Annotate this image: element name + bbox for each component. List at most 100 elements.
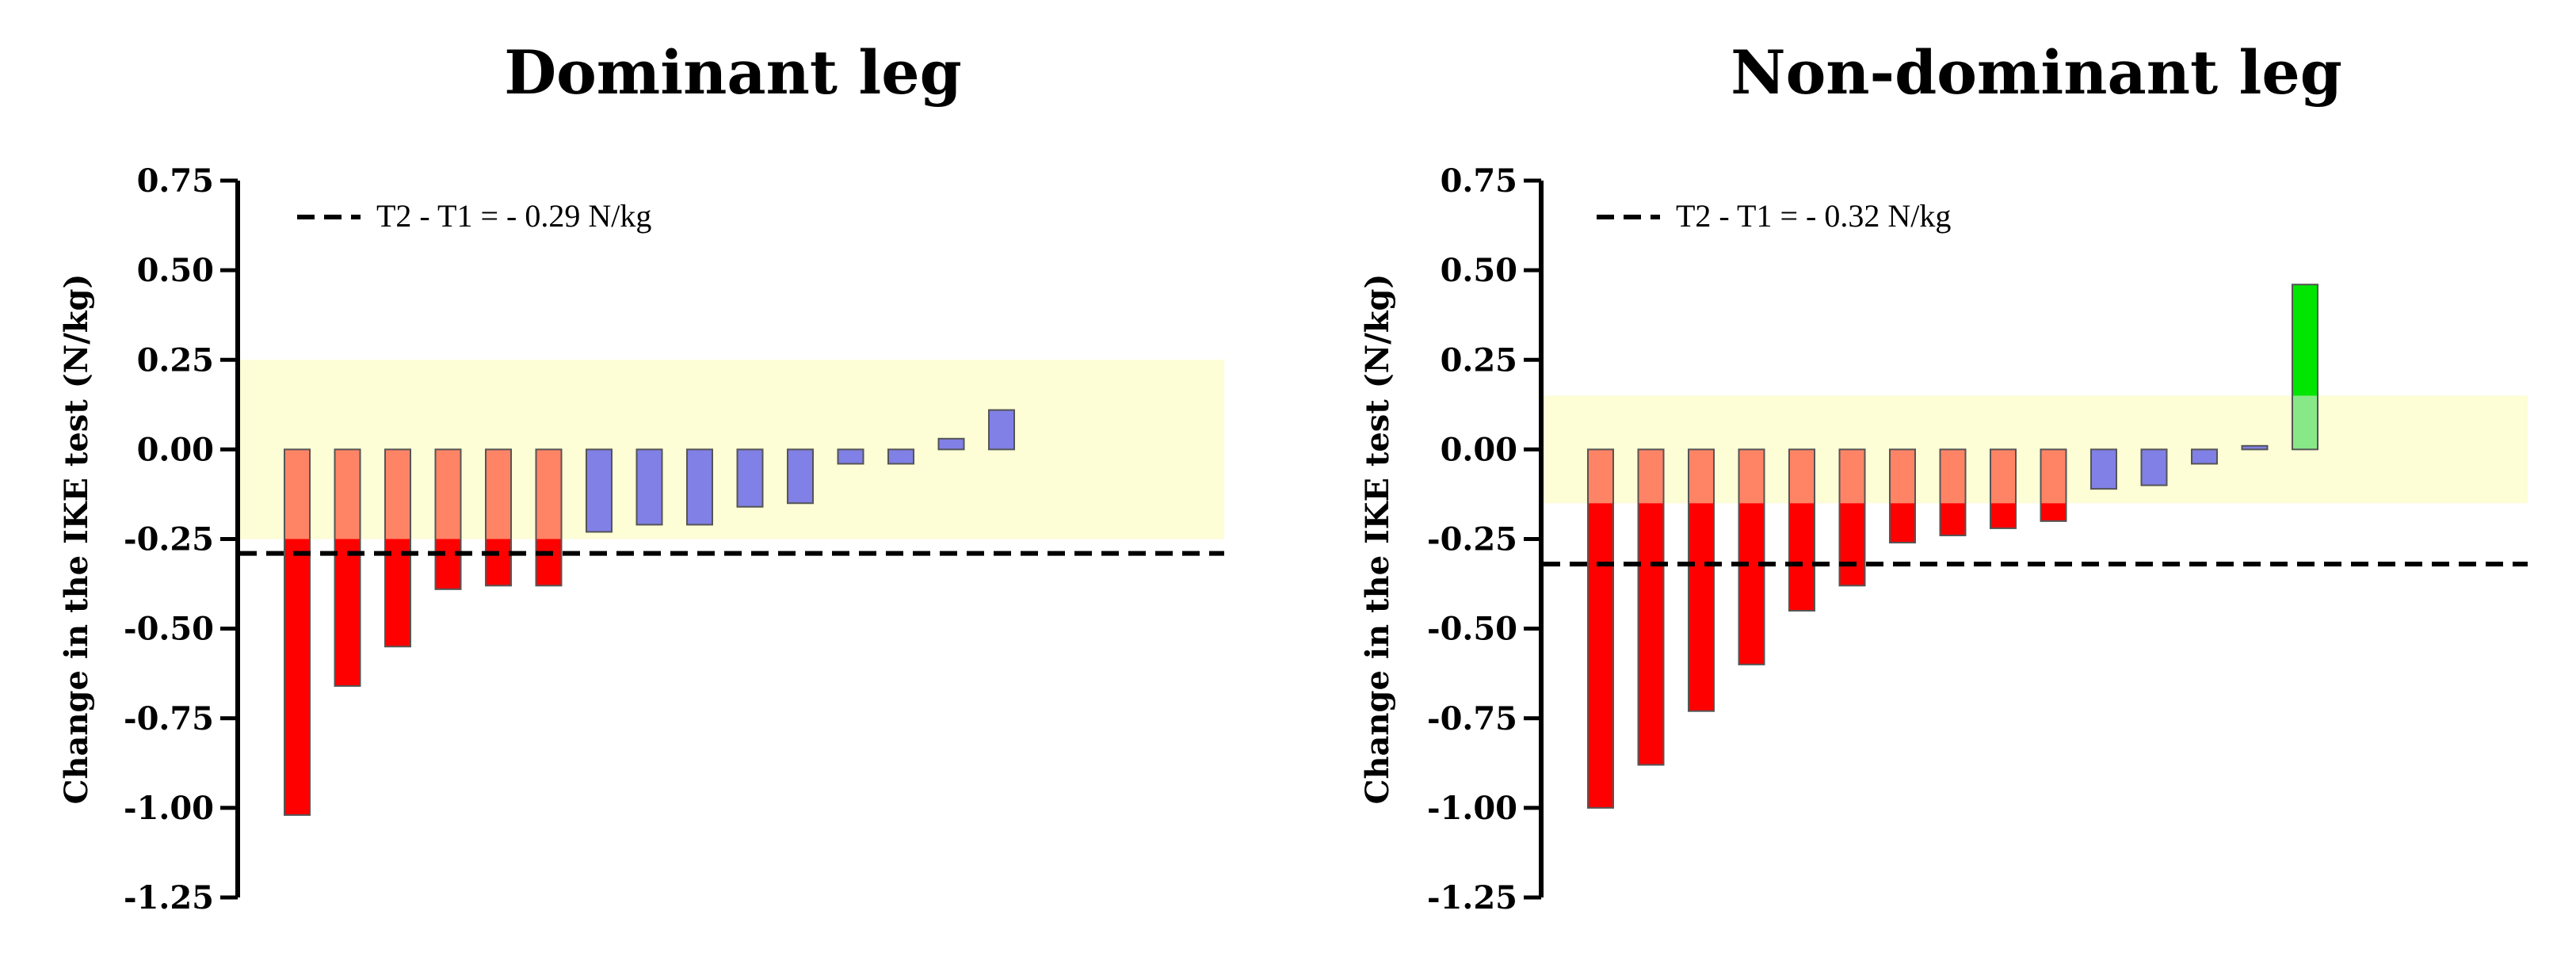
y-tick-label: -1.25 [124,879,214,916]
bar-segment-inside-band [938,438,964,450]
bar [1889,448,1916,544]
bar [1637,448,1665,766]
bar-segment-above-band [2292,284,2318,396]
bar-outline [736,448,764,508]
bar-outline [2241,444,2269,451]
y-tick-label: -0.50 [124,611,214,648]
bar-outline [1838,448,1866,587]
y-tick-label: -1.00 [124,790,214,827]
bar [485,448,512,587]
y-axis-label: Change in the IKE test (N/kg) [1359,274,1396,805]
bar-outline [535,448,563,587]
bar-segment-below-band [536,539,562,586]
bar-segment-inside-band [1890,449,1915,504]
bar-segment-below-band [1839,503,1865,586]
y-tick-label: -1.25 [1427,879,1517,916]
bar-segment-inside-band [989,410,1014,450]
bar [736,448,764,508]
bar-outline [1738,448,1765,665]
bar-segment-inside-band [1689,449,1714,504]
y-tick-label: 0.25 [1441,341,1517,379]
bar-segment-below-band [486,539,511,586]
y-tick-label: 0.75 [1441,162,1517,200]
y-tick-label: 0.00 [137,431,214,468]
bar [837,448,864,465]
bar-outline [635,448,663,526]
bar [787,448,814,505]
legend-label: T2 - T1 = - 0.29 N/kg [376,198,651,234]
bar [2090,448,2117,490]
bar-outline [586,448,613,533]
bar-outline [1889,448,1916,544]
bar-segment-below-band [1738,503,1765,665]
bar-segment-inside-band [435,449,461,539]
bar-segment-inside-band [838,449,864,464]
y-tick-label: 0.75 [137,162,214,200]
bar [284,448,311,816]
bar [1738,448,1765,665]
bar-segment-below-band [385,539,410,647]
bar-segment-inside-band [2242,445,2268,450]
bar-segment-inside-band [2141,449,2167,486]
bar [2040,448,2067,522]
bar-outline [334,448,361,688]
bar-outline [2292,284,2318,451]
y-tick-label: 0.00 [1441,431,1517,468]
bar-segment-inside-band [1789,449,1815,504]
chart-title: Non-dominant leg [1731,37,2342,108]
bar-segment-inside-band [2292,395,2318,450]
bar [1688,448,1715,712]
bar-segment-inside-band [636,449,662,525]
bar-segment-inside-band [1638,449,1664,504]
bar [2140,448,2168,486]
bar [1788,448,1815,612]
y-tick-label: -0.50 [1427,611,1517,648]
y-tick-label: -0.25 [1427,521,1517,558]
bar [635,448,663,526]
bar-segment-below-band [334,539,361,687]
bar-outline [686,448,713,526]
bar-segment-inside-band [1990,449,2016,504]
y-tick-label: -0.25 [124,521,214,558]
bar-outline [937,437,965,451]
y-tick-label: -1.00 [1427,790,1517,827]
bar [1838,448,1866,587]
bar-segment-inside-band [737,449,763,507]
bar-segment-inside-band [486,449,511,539]
non-dominant-leg-chart: Non-dominant leg Change in the IKE test (… [1359,37,2528,916]
bar-segment-below-band [1689,503,1714,711]
y-axis-label: Change in the IKE test (N/kg) [58,274,95,805]
bar-outline [2191,448,2218,465]
chart-title: Dominant leg [504,37,962,108]
bar-outline [1587,448,1614,809]
bar-outline [2040,448,2067,522]
bar-outline [434,448,462,590]
bar-outline [2090,448,2117,490]
bar-segment-inside-band [536,449,562,539]
y-tick-label: -0.75 [1427,700,1517,737]
bar-segment-inside-band [385,449,410,539]
bar-outline [384,448,411,648]
bar-segment-inside-band [284,449,310,539]
bar-segment-inside-band [1738,449,1765,504]
bar-segment-below-band [1990,503,2016,528]
bar-outline [2140,448,2168,486]
bar-segment-below-band [435,539,461,589]
bar-segment-below-band [1890,503,1915,543]
bar-segment-inside-band [2040,449,2067,504]
bar [334,448,361,688]
bar-segment-inside-band [788,449,813,504]
bar-outline [1637,448,1665,766]
bar-segment-inside-band [687,449,712,525]
bar-outline [988,409,1015,451]
y-tick-label: 0.50 [1441,252,1517,289]
bar-segment-below-band [1940,503,1966,535]
bar [937,437,965,451]
bar-outline [284,448,311,816]
y-tick-label: -0.75 [124,700,214,737]
bar-outline [1939,448,1967,536]
bar [1587,448,1614,809]
bar-segment-inside-band [2091,449,2116,490]
bar [887,448,914,465]
